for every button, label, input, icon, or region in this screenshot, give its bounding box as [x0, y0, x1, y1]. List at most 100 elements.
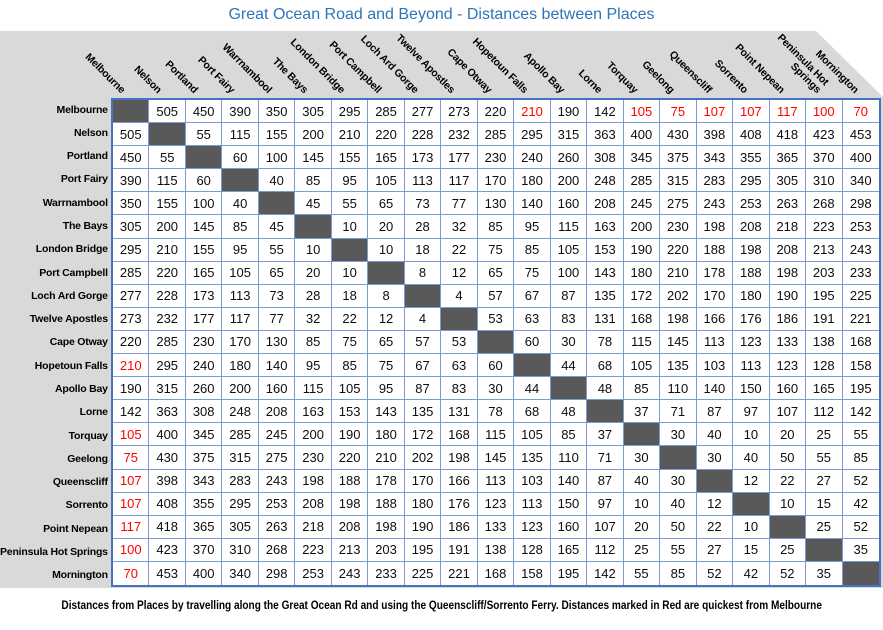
distance-cell: 143 [368, 400, 405, 424]
distance-cell: 210 [149, 238, 186, 262]
distance-cell: 190 [769, 284, 807, 308]
diagonal-cell [842, 561, 879, 585]
distance-cell: 423 [806, 123, 843, 147]
distance-cell: 100 [550, 261, 588, 285]
distance-cell: 83 [550, 307, 588, 331]
distance-cell: 138 [477, 538, 515, 562]
diagonal-cell [477, 330, 515, 355]
distance-cell: 115 [623, 330, 661, 355]
distance-cell: 131 [441, 400, 478, 424]
distance-matrix: 505 450 390 350 305 295 285 277 273 220 210 190 142 1… [111, 98, 881, 587]
distance-cell: 32 [441, 215, 478, 239]
distance-cell: 243 [696, 192, 734, 216]
row-label-port-campbell: Port Campbell [39, 266, 108, 279]
distance-cell: 188 [696, 238, 734, 262]
distance-cell: 305 [769, 169, 807, 193]
distance-cell: 220 [660, 238, 697, 262]
distance-cell: 365 [185, 515, 223, 539]
distance-cell: 195 [404, 538, 442, 562]
distance-cell: 343 [696, 146, 734, 170]
distance-cell: 230 [477, 146, 515, 170]
distance-cell: 180 [404, 492, 442, 516]
distance-cell: 165 [550, 538, 588, 562]
distance-cell: 232 [149, 307, 186, 331]
distance-cell: 423 [149, 538, 186, 562]
distance-cell: 177 [441, 146, 478, 170]
distance-cell: 10 [368, 238, 405, 262]
distance-cell: 260 [185, 377, 223, 401]
distance-cell: 73 [258, 284, 296, 308]
diagonal-cell [149, 123, 186, 147]
distance-cell: 283 [222, 469, 259, 493]
distance-cell: 220 [113, 330, 150, 355]
distance-cell: 350 [113, 192, 150, 216]
distance-cell: 160 [550, 192, 588, 216]
distance-cell: 180 [733, 284, 770, 308]
distance-cell: 233 [368, 561, 405, 585]
distance-cell: 70 [842, 100, 879, 124]
distance-cell: 22 [441, 238, 478, 262]
distance-cell: 60 [514, 330, 551, 355]
distance-cell: 200 [295, 423, 332, 447]
distance-cell: 398 [696, 123, 734, 147]
distance-cell: 232 [441, 123, 478, 147]
distance-cell: 277 [404, 100, 442, 124]
distance-cell: 188 [368, 492, 405, 516]
distance-cell: 85 [222, 215, 259, 239]
distance-cell: 180 [623, 261, 661, 285]
distance-cell: 65 [258, 261, 296, 285]
distance-cell: 140 [550, 469, 588, 493]
distance-cell: 105 [368, 169, 405, 193]
row-labels: Melbourne Nelson Portland Port Fairy Warrnam… [0, 98, 108, 587]
distance-cell: 188 [733, 261, 770, 285]
distance-cell: 343 [185, 469, 223, 493]
row-label-sorrento: Sorrento [65, 499, 108, 512]
distance-cell: 308 [185, 400, 223, 424]
distance-cell: 12 [368, 307, 405, 331]
distance-cell: 28 [295, 284, 332, 308]
distance-cell: 305 [295, 100, 332, 124]
distance-cell: 27 [696, 538, 734, 562]
distance-cell: 310 [806, 169, 843, 193]
distance-cell: 268 [806, 192, 843, 216]
distance-cell: 228 [149, 284, 186, 308]
distance-cell: 105 [623, 100, 661, 124]
distance-cell: 298 [259, 561, 296, 585]
diagonal-cell [733, 492, 770, 516]
distance-cell: 8 [368, 284, 405, 308]
distance-cell: 168 [441, 423, 478, 447]
distance-cell: 163 [295, 400, 332, 424]
distance-cell: 117 [441, 169, 478, 193]
distance-cell: 135 [514, 446, 551, 470]
distance-cell: 73 [404, 192, 442, 216]
distance-cell: 105 [550, 238, 588, 262]
distance-cell: 190 [404, 515, 442, 539]
distance-cell: 45 [295, 192, 332, 216]
distance-cell: 505 [149, 100, 186, 124]
distance-cell: 85 [331, 354, 369, 378]
row-label-torquay: Torquay [68, 429, 108, 442]
distance-cell: 75 [477, 238, 515, 262]
distance-cell: 390 [222, 100, 259, 124]
distance-cell: 30 [660, 423, 697, 447]
diagonal-cell [258, 192, 296, 216]
distance-cell: 305 [222, 515, 259, 539]
diagonal-cell [185, 146, 223, 170]
distance-cell: 418 [769, 123, 807, 147]
distance-cell: 210 [113, 354, 150, 378]
distance-cell: 176 [441, 492, 478, 516]
distance-cell: 453 [842, 123, 879, 147]
distance-cell: 55 [842, 423, 879, 447]
distance-cell: 142 [587, 100, 624, 124]
distance-cell: 285 [623, 169, 661, 193]
diagonal-cell [331, 238, 369, 262]
row-label-london-bridge: London Bridge [35, 243, 108, 256]
distance-cell: 230 [295, 446, 332, 470]
distance-cell: 223 [295, 538, 332, 562]
distance-cell: 10 [331, 215, 369, 239]
distance-cell: 177 [185, 307, 223, 331]
distance-cell: 128 [514, 538, 551, 562]
distance-cell: 77 [441, 192, 478, 216]
distance-cell: 97 [733, 400, 770, 424]
distance-cell: 105 [514, 423, 551, 447]
